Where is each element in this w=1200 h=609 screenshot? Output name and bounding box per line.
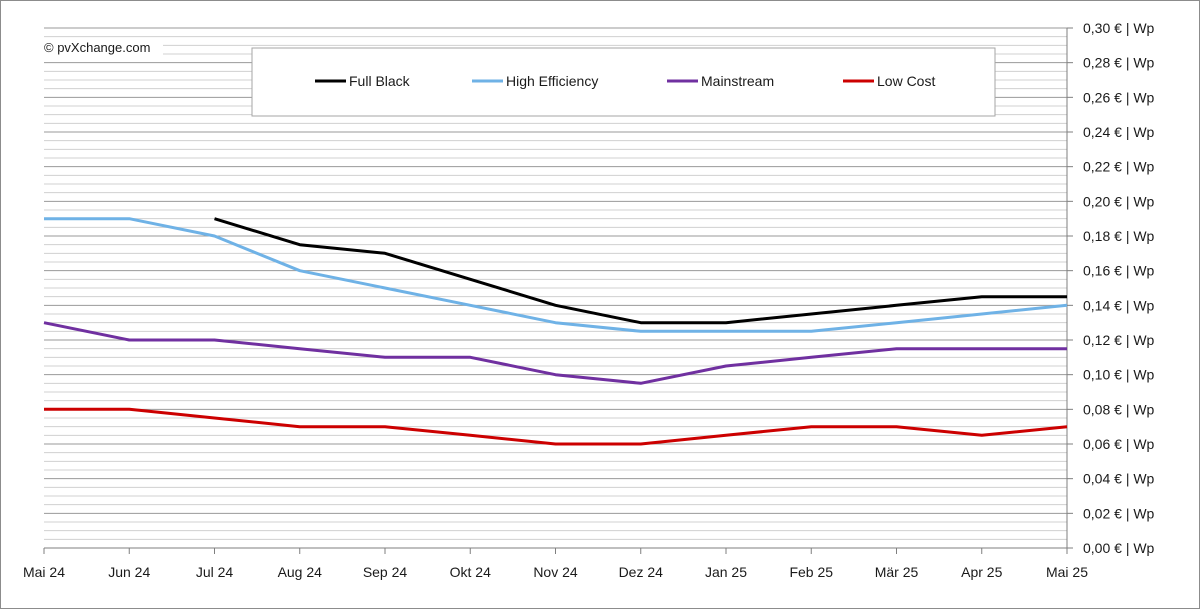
x-axis-tick-labels: Mai 24 Jun 24 Jul 24 Aug 24 Sep 24 Okt 24 Nov … [23, 564, 1088, 580]
x-tick-label: Jun 24 [108, 564, 150, 580]
y-tick-label: 0,12 € | Wp [1083, 332, 1155, 348]
y-tick-label: 0,10 € | Wp [1083, 367, 1155, 383]
x-tick-label: Mai 25 [1046, 564, 1088, 580]
y-tick-label: 0,02 € | Wp [1083, 505, 1155, 521]
x-tick-label: Aug 24 [278, 564, 323, 580]
x-tick-label: Okt 24 [450, 564, 491, 580]
legend-label-low-cost: Low Cost [877, 73, 935, 89]
y-tick-label: 0,06 € | Wp [1083, 436, 1155, 452]
y-tick-label: 0,00 € | Wp [1083, 540, 1155, 556]
x-tick-label: Jul 24 [196, 564, 234, 580]
y-tick-label: 0,30 € | Wp [1083, 20, 1155, 36]
copyright-background [40, 38, 163, 57]
x-tick-label: Nov 24 [533, 564, 578, 580]
x-tick-label: Jan 25 [705, 564, 747, 580]
legend-label-mainstream: Mainstream [701, 73, 774, 89]
y-tick-label: 0,22 € | Wp [1083, 159, 1155, 175]
x-tick-label: Mai 24 [23, 564, 65, 580]
legend-label-full-black: Full Black [349, 73, 411, 89]
axes [43, 27, 1073, 554]
x-tick-label: Feb 25 [789, 564, 833, 580]
legend: Full Black High Efficiency Mainstream Low C… [251, 47, 996, 117]
series-lines [43, 217, 1068, 446]
series-line-full-black [214, 217, 1067, 325]
x-tick-label: Apr 25 [961, 564, 1002, 580]
copyright-text: © pvXchange.com [44, 40, 150, 55]
y-tick-label: 0,16 € | Wp [1083, 263, 1155, 279]
y-tick-label: 0,14 € | Wp [1083, 297, 1155, 313]
x-tick-label: Dez 24 [619, 564, 664, 580]
y-tick-label: 0,24 € | Wp [1083, 124, 1155, 140]
series-line-high-efficiency [44, 217, 1068, 333]
x-tick-label: Sep 24 [363, 564, 408, 580]
legend-label-high-efficiency: High Efficiency [506, 73, 598, 89]
y-axis-tick-labels: 0,00 € | Wp 0,02 € | Wp 0,04 € | Wp 0,06 € … [1083, 20, 1155, 556]
y-tick-label: 0,18 € | Wp [1083, 228, 1155, 244]
series-line-mainstream [43, 321, 1067, 385]
y-tick-label: 0,20 € | Wp [1083, 193, 1155, 209]
series-line-low-cost [44, 407, 1068, 446]
x-tick-label: Mär 25 [875, 564, 919, 580]
y-tick-label: 0,08 € | Wp [1083, 401, 1155, 417]
y-tick-label: 0,04 € | Wp [1083, 471, 1155, 487]
y-tick-label: 0,26 € | Wp [1083, 89, 1155, 105]
copyright-notice: © pvXchange.com [40, 38, 163, 57]
y-tick-label: 0,28 € | Wp [1083, 55, 1155, 71]
